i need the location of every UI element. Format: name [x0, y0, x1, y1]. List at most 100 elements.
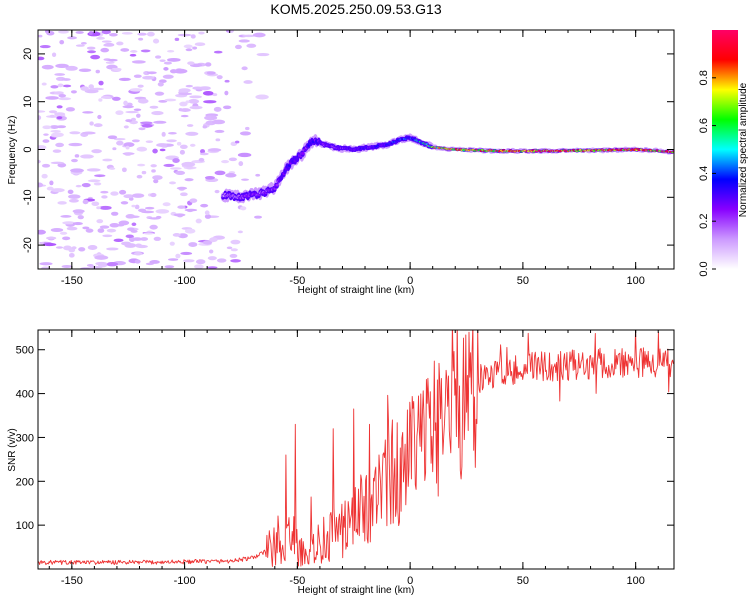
noise-blob [214, 129, 225, 133]
noise-blob [179, 149, 185, 155]
snr-xtick-label: -50 [289, 575, 305, 587]
noise-blob [151, 110, 164, 116]
noise-blob [179, 144, 188, 149]
colorbar-tick-label: 0.8 [698, 70, 710, 85]
noise-blob [256, 52, 270, 57]
snr-xtick-label: 0 [407, 575, 413, 587]
noise-blob [94, 174, 106, 178]
noise-blob [156, 143, 168, 147]
noise-blob [58, 97, 72, 101]
noise-blob [237, 230, 244, 234]
noise-blob [99, 225, 110, 229]
noise-blob [157, 82, 164, 87]
noise-blob [241, 66, 248, 71]
noise-blob [192, 46, 198, 50]
noise-blob [159, 59, 166, 63]
noise-blob [129, 88, 143, 92]
noise-blob [131, 193, 145, 198]
noise-blob [131, 204, 136, 208]
noise-blob [38, 34, 43, 38]
noise-blob [113, 238, 124, 243]
noise-blob [51, 188, 65, 193]
noise-blob [131, 222, 137, 227]
colorbar-label: Normalized spectral amplitude [738, 82, 749, 217]
noise-blob [120, 201, 129, 205]
noise-blob [80, 42, 87, 45]
noise-blob [155, 209, 170, 214]
noise-blob [57, 162, 67, 168]
spectrogram-xtick-label: -150 [61, 275, 83, 287]
noise-blob [106, 247, 119, 251]
noise-blob [221, 159, 230, 164]
noise-blob [138, 127, 146, 131]
spectrogram-xtick-label: 100 [626, 275, 644, 287]
noise-blob [200, 203, 209, 208]
noise-blob [204, 214, 212, 219]
snr-panel: -150 -100 -50 0 50 100 100 200 300 400 500 Height … [7, 329, 675, 596]
noise-blob [106, 261, 119, 267]
noise-blob [134, 259, 141, 264]
noise-blob [100, 190, 109, 194]
noise-blob [189, 95, 202, 99]
noise-blob [87, 179, 101, 183]
snr-ytick-label: 100 [16, 520, 34, 532]
noise-blob [81, 183, 91, 188]
noise-blob [183, 259, 195, 263]
noise-blob [62, 236, 71, 241]
noise-blob [125, 119, 133, 123]
noise-blob [144, 206, 155, 210]
noise-blob [143, 232, 154, 235]
noise-blob [226, 246, 233, 250]
snr-xtick-label: -150 [61, 575, 83, 587]
noise-blob [189, 143, 196, 147]
noise-blob [194, 264, 204, 269]
noise-blob [189, 198, 198, 203]
noise-blob [80, 86, 89, 91]
noise-blob [238, 161, 244, 167]
noise-blob [189, 105, 203, 110]
noise-blob [38, 182, 44, 188]
noise-blob [131, 60, 146, 64]
noise-blob [200, 149, 206, 154]
noise-blob [70, 168, 84, 173]
noise-blob [49, 114, 55, 118]
noise-blob [255, 173, 261, 177]
noise-blob [163, 67, 169, 71]
noise-blob [146, 31, 155, 37]
noise-blob [69, 131, 81, 135]
noise-blob [62, 221, 75, 225]
snr-series-line [38, 330, 674, 567]
noise-blob [216, 75, 223, 80]
noise-blob [207, 256, 217, 261]
noise-blob [67, 36, 77, 40]
noise-blob [211, 119, 226, 125]
noise-blob [141, 123, 153, 128]
noise-blob [55, 246, 64, 249]
noise-blob [169, 181, 177, 185]
noise-blob [212, 93, 218, 97]
noise-blob [134, 204, 140, 210]
noise-blob [95, 261, 108, 266]
noise-blob [180, 114, 189, 118]
figure-title: KOM5.2025.250.09.53.G13 [270, 1, 441, 17]
noise-blob [208, 249, 214, 254]
noise-blob [170, 167, 182, 170]
noise-blob [50, 161, 64, 165]
noise-blob [150, 164, 157, 168]
snr-ytick-label: 300 [16, 432, 34, 444]
spectrogram-ytick-label: -20 [22, 237, 34, 253]
noise-blob [145, 140, 154, 143]
noise-blob [46, 30, 55, 36]
noise-blob [41, 82, 47, 86]
noise-blob [123, 194, 135, 199]
noise-blob [222, 105, 232, 110]
noise-blob [97, 114, 102, 120]
noise-blob [116, 41, 124, 46]
noise-blob [199, 152, 209, 156]
noise-blob [152, 148, 158, 154]
noise-blob [140, 121, 153, 125]
noise-blob [82, 111, 94, 114]
noise-blob [68, 142, 83, 147]
snr-ytick-label: 400 [16, 389, 34, 401]
